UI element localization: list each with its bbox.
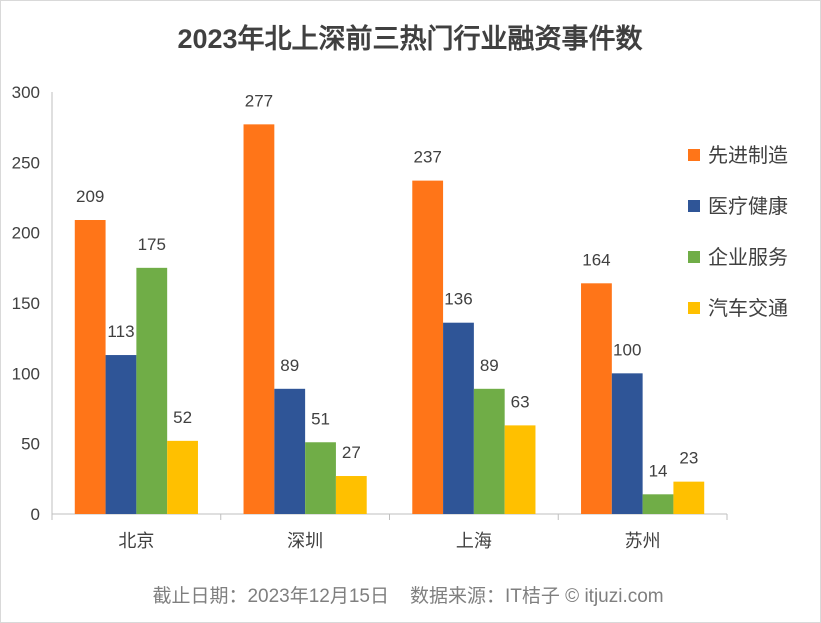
data-label: 277 [245,91,273,110]
data-label: 237 [413,148,441,167]
data-label: 209 [76,187,104,206]
bar-3-1 [335,476,367,514]
y-tick-label: 100 [12,364,40,383]
data-label: 175 [138,235,166,254]
bar-3-0 [167,440,198,514]
bar-0-0 [74,220,106,515]
data-label: 164 [582,250,610,269]
plot-area: 0 50 100 150 200 250 300 209 113 175 52 北京 277 89 51 27… [12,83,728,551]
data-label: 14 [649,461,668,480]
bar-0-1 [243,124,275,514]
y-tick-label: 300 [12,83,40,102]
category-label: 北京 [118,531,154,551]
data-label: 89 [280,356,299,375]
data-label: 51 [311,409,330,428]
data-label: 100 [613,340,641,359]
bar-0-3 [581,283,612,514]
bar-1-2 [443,322,474,514]
bar-1-0 [105,355,137,514]
bar-1-3 [611,373,643,514]
category-label: 深圳 [287,531,323,551]
data-label: 52 [173,408,192,427]
legend-label: 企业服务 [708,246,788,269]
chart-title: 2023年北上深前三热门行业融资事件数 [177,23,643,54]
legend-swatch [688,149,700,161]
data-label: 113 [107,322,134,341]
y-tick-label: 150 [12,294,40,313]
bar-2-1 [305,442,336,514]
y-tick-label: 0 [31,505,40,524]
bar-2-0 [136,267,168,514]
category-label: 苏州 [625,531,661,551]
y-tick-label: 200 [12,224,40,243]
legend-label: 先进制造 [708,144,788,167]
data-label: 23 [679,449,698,468]
legend-label: 汽车交通 [708,297,788,320]
legend-swatch [688,200,700,212]
y-tick-label: 250 [12,153,40,172]
legend-swatch [688,251,700,263]
data-label: 63 [511,392,530,411]
data-label: 27 [342,443,361,462]
footer-date: 截止日期：2023年12月15日 [152,585,389,607]
data-label: 136 [444,290,472,309]
category-label: 上海 [456,531,492,551]
bar-1-1 [274,388,306,514]
legend-swatch [688,302,700,314]
data-label: 89 [480,356,499,375]
bar-0-2 [412,180,444,514]
y-tick-label: 50 [21,435,40,454]
legend-label: 医疗健康 [708,195,788,218]
footer-source: 数据来源：IT桔子 © itjuzi.com [410,585,664,607]
bar-3-2 [504,425,536,514]
bar-3-3 [673,481,705,514]
bar-2-2 [473,388,505,514]
bar-2-3 [642,494,674,514]
